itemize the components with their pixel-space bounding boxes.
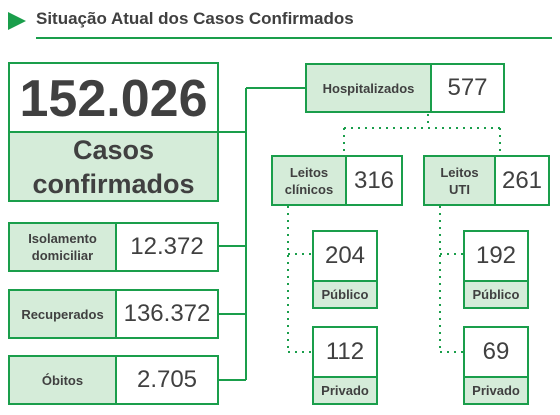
clinical-beds-label-line2: clínicos [284,181,334,197]
title-arrow-icon [8,12,26,30]
icu-beds-label-line2: UTI [449,181,470,197]
recovered-label: Recuperados [8,289,117,339]
icu-private-value: 69 [463,326,529,378]
deaths-value: 2.705 [115,355,219,405]
icu-public-value: 192 [463,230,529,282]
total-cases-label-line2: confirmados [32,168,195,199]
icu-beds-label: Leitos UTI [423,155,496,206]
home-isolation-value: 12.372 [115,222,219,272]
page-title: Situação Atual dos Casos Confirmados [36,9,354,28]
clinical-beds-label-line1: Leitos [289,164,329,180]
clinical-beds-label: Leitos clínicos [271,155,347,206]
clinical-private-label: Privado [312,376,378,405]
clinical-public-label: Público [312,280,378,309]
icu-private-label: Privado [463,376,529,405]
total-cases-label: Casos confirmados [8,131,219,202]
clinical-public-value: 204 [312,230,378,282]
deaths-label: Óbitos [8,355,117,405]
total-cases-card: 152.026 Casos confirmados [8,62,219,202]
icu-beds-value: 261 [494,155,550,206]
home-isolation-label-line1: Isolamento [28,231,97,246]
home-isolation-label: Isolamento domiciliar [8,222,117,272]
clinical-private-value: 112 [312,326,378,378]
clinical-beds-value: 316 [345,155,403,206]
icu-beds-label-line1: Leitos [440,164,479,180]
total-cases-label-line1: Casos [72,134,155,165]
hospitalized-value: 577 [430,63,505,113]
recovered-value: 136.372 [115,289,219,339]
hospitalized-label: Hospitalizados [305,63,432,113]
icu-public-label: Público [463,280,529,309]
home-isolation-label-line2: domiciliar [31,248,94,263]
total-cases-value: 152.026 [19,69,208,128]
